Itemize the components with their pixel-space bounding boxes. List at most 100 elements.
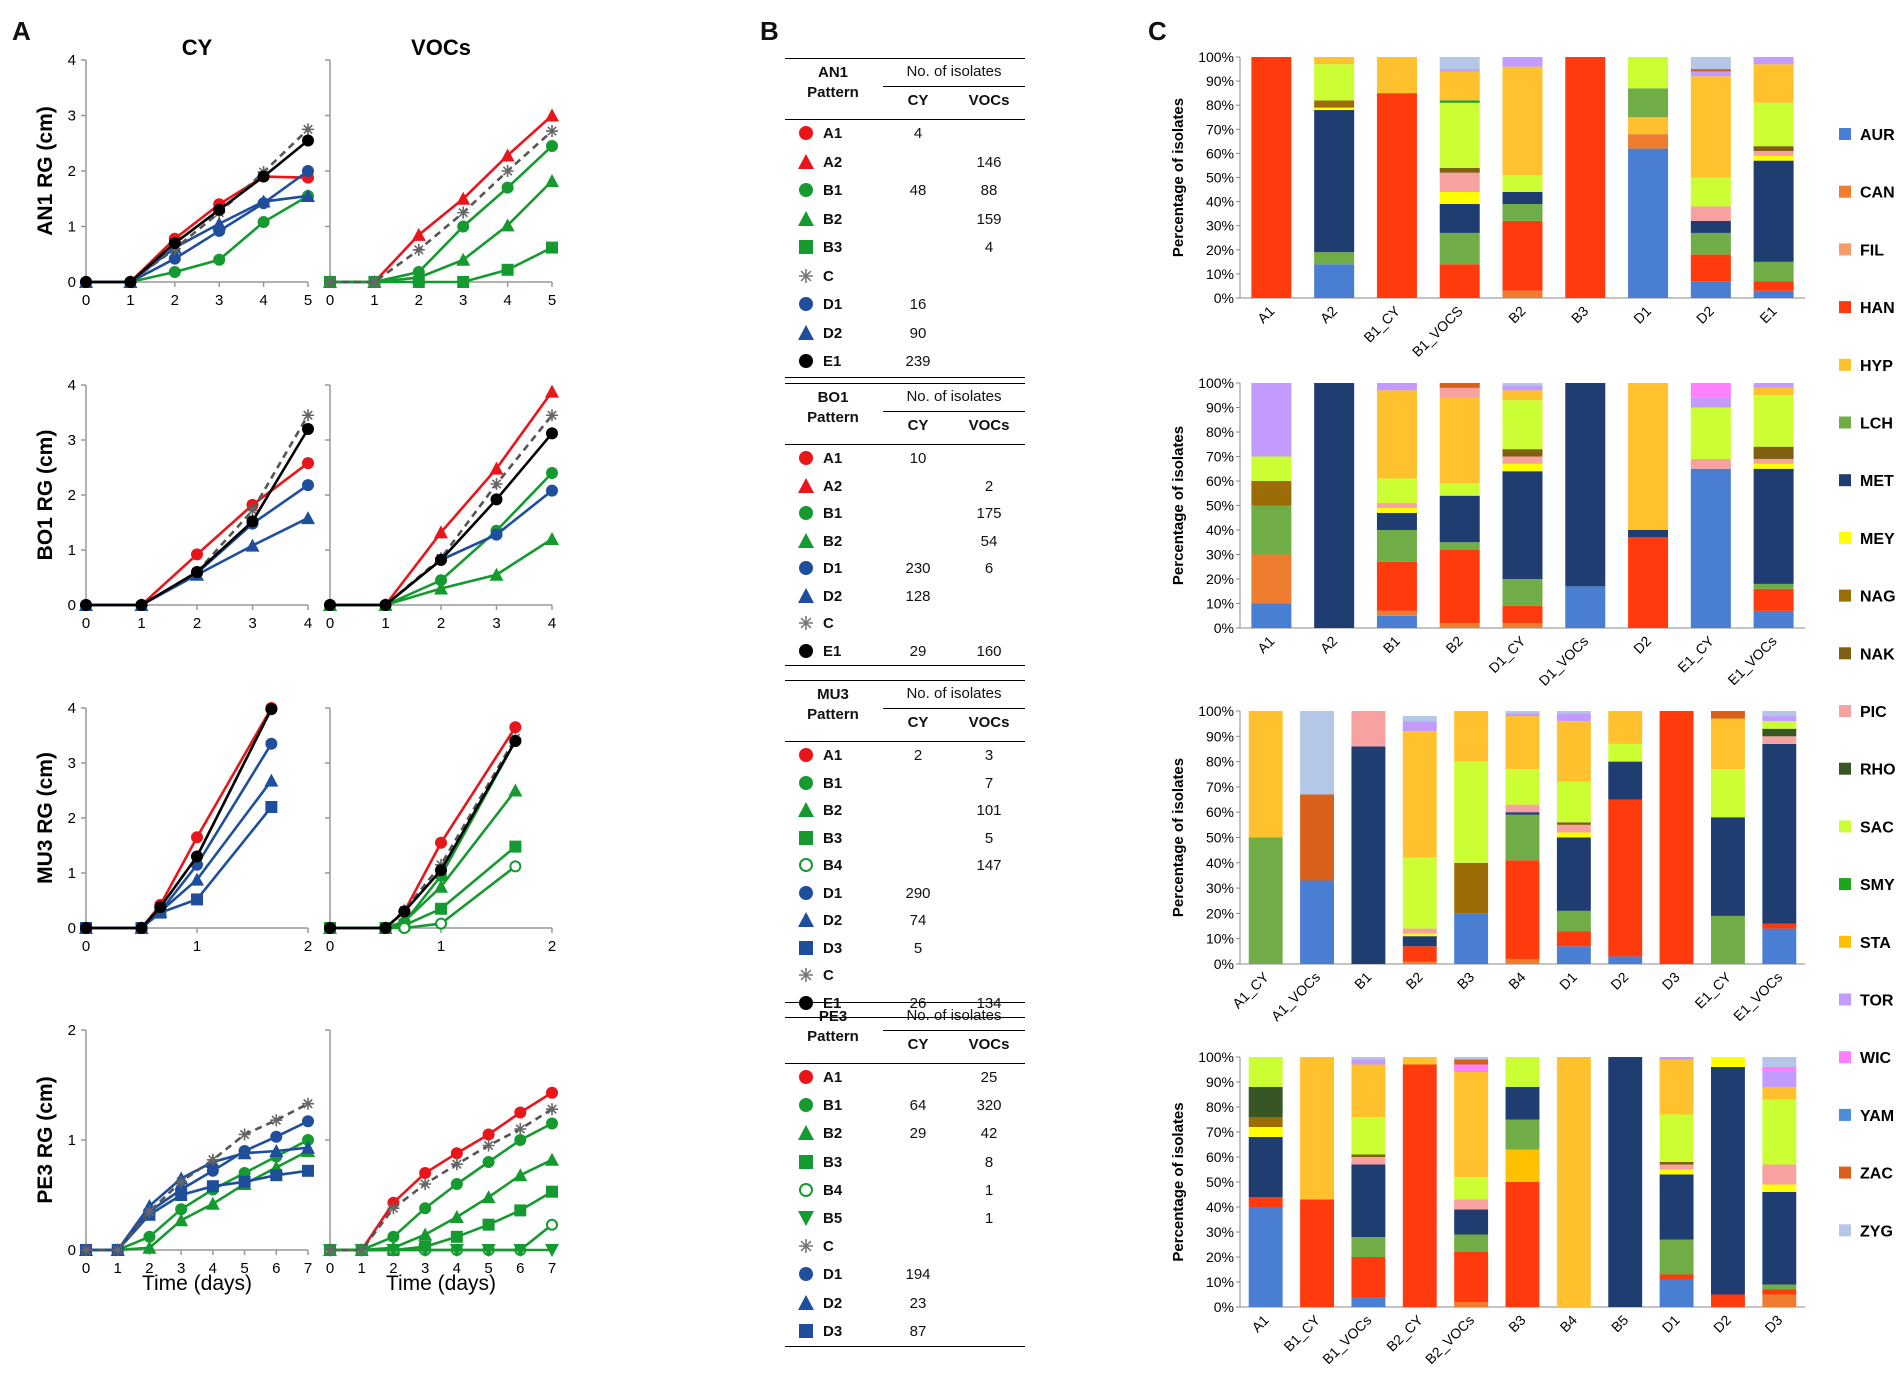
bar-segment-hyp [1608,711,1643,744]
legend-swatch-sta [1839,935,1851,948]
table-row: B2 101 [785,797,1025,825]
bar-segment-lch [1628,88,1669,118]
triangle-marker-icon [798,912,814,927]
table-row: B1 175 [785,500,1025,528]
bar-segment-pic [1762,736,1797,744]
bar-segment-hyp [1439,71,1480,101]
x-tick-label: B1 [1351,969,1375,993]
pattern-label: D1 [823,1266,843,1284]
legend-swatch-sac [1839,820,1851,833]
bar-segment-lch [1505,814,1540,861]
point-b2 [508,783,523,797]
legend-swatch-rho [1839,762,1851,775]
bar-segment-han [1628,537,1669,628]
bar-segment-zac [1300,794,1334,881]
x-tick-label: B5 [1608,1312,1632,1336]
vocs-count: 175 [976,505,1002,522]
bar-segment-han [1753,281,1794,291]
circle-marker-icon [799,775,813,790]
x-tick-label: B3 [1505,1312,1529,1336]
bar-segment-smy [1439,100,1480,103]
x-tick-label: B2 [1402,969,1426,993]
bar-segment-aur [1300,880,1334,964]
bar-segment-sac [1248,1057,1283,1087]
x-tick-label: A2 [1317,303,1341,327]
series-line-b2 [330,537,553,607]
bar-segment-nag [1314,100,1355,108]
x-tick-label: 0 [326,938,334,955]
bar-segment-hyp [1376,390,1417,479]
x-tick-label: 5 [484,1260,492,1277]
series-line-b2 [330,180,553,284]
x-tick-label: E1_CY [1691,968,1734,1011]
point-c [270,1114,283,1127]
y-tick-label: 3 [68,755,76,772]
point-b5 [418,1244,433,1257]
table-row: E1 239 [785,348,1025,377]
y-tick-label: 40% [1206,855,1234,871]
x-tick-label: 0 [82,292,90,309]
point-b2 [418,1227,433,1241]
x-tick-label: 6 [516,1260,524,1277]
point-e1 [324,599,336,611]
bar-segment-sac [1753,395,1794,447]
y-tick-label: 0 [68,920,76,937]
vocs-count: 3 [984,747,994,764]
vocs-count: 147 [976,857,1002,874]
linechart-bo1-cy: 0 1 2 3 4 0 1 2 3 4 [68,377,315,632]
point-b5 [481,1244,496,1257]
bar-segment-pic [1402,928,1437,934]
x-tick-label: A1_VOCs [1268,969,1323,1024]
point-b2 [449,1210,464,1223]
bar-segment-lch [1762,1284,1797,1290]
bar-segment-lch [1314,252,1355,265]
bar-segment-lch [1454,1234,1489,1252]
pattern-table-1: BO1 Pattern No. of isolates CY VOCs A1 10 A2… [785,383,1025,666]
circle-marker-icon [799,885,813,900]
point-a2 [545,384,559,398]
bar-segment-aur [1690,468,1731,628]
legend-label-nak: NAK [1860,646,1895,663]
y-tick-label: 2 [68,1022,76,1039]
bar-segment-hyp [1659,1059,1694,1115]
point-d3 [175,1189,188,1201]
x-tick-label: E1 [1756,303,1780,327]
triangle-marker-icon [798,587,814,603]
series-line-c [86,1102,309,1252]
y-tick-label: 1 [68,865,76,882]
bar-segment-han [1762,1289,1797,1295]
x-tick-label: D1_CY [1485,632,1529,676]
table-row: D2 74 [785,907,1025,935]
y-tick-label: 50% [1206,1174,1234,1190]
bar-segment-tor [1505,713,1540,717]
cy-count: 23 [909,1294,927,1312]
legend-swatch-smy [1839,878,1851,891]
y-tick-label: 70% [1206,779,1234,795]
point-c [324,1244,336,1256]
pattern-header-name: PE3 [818,1008,848,1025]
x-tick-label: 2 [145,1260,153,1277]
bar-segment-tor [1753,383,1794,388]
ocircle-marker-icon [799,858,813,872]
triangle-marker-icon [798,153,814,169]
stacked-bar-chart-1: 0% 10% 20% 30% 40% 50% 60% 70% 80% 90% 100% A1 A2 B1_… [1198,49,1805,360]
point-b3 [546,1185,558,1198]
pattern-header: PE3 Pattern [785,1007,881,1047]
point-c [80,1244,92,1256]
point-a1 [514,1106,527,1119]
bar-segment-aur [1351,1297,1386,1307]
series-line-c [330,130,553,284]
bar-segment-met [1556,837,1591,911]
point-a1 [546,1086,558,1099]
point-c [175,1175,188,1188]
point-d1 [168,252,181,265]
y-tick-label: 1 [68,1132,76,1149]
x-tick-label: 3 [177,1260,185,1277]
point-d1 [302,165,314,177]
bar-segment-sac [1454,1177,1489,1200]
vocs-count: 1 [984,1181,994,1199]
bar-segment-met [1439,204,1480,233]
bar-segment-lch [1439,542,1480,550]
pattern-header-word: Pattern [807,1028,859,1045]
bar-segment-mey [1711,1057,1745,1067]
